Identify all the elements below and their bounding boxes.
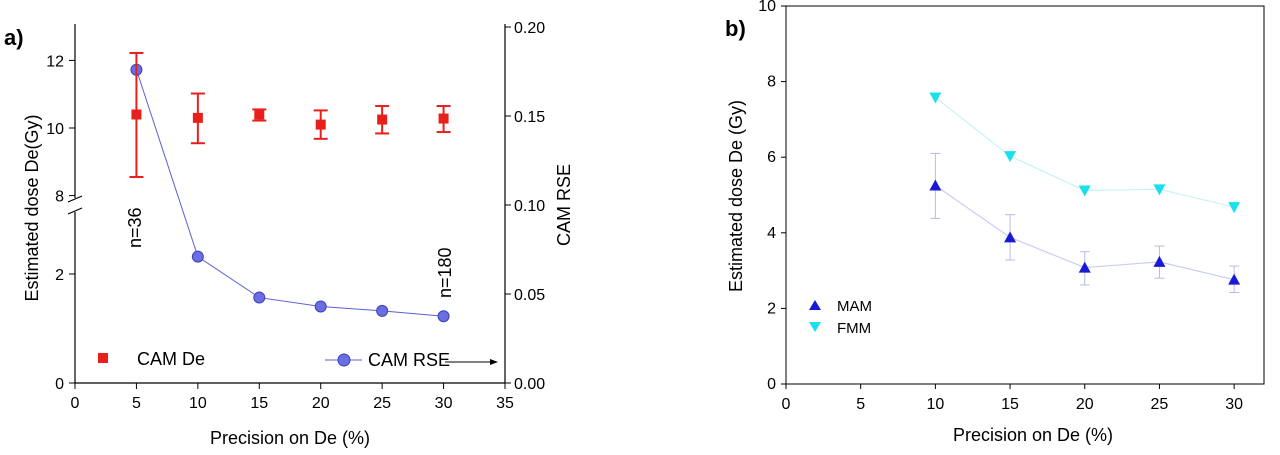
a-y-tick-label: 2 [55,267,64,284]
panel-a-ticks: 0 5 10 15 20 25 30 35 0 2 8 10 12 0.00 0.05 0.10 0.15 0.2… [46,20,545,412]
panel-a: a) 0 5 10 15 20 25 30 35 0 2 8 10 12 0.00 0.05 0.10 0.15… [4,20,574,448]
a-series-line-cam-rse [135,69,444,317]
a-point-cam-rse [191,250,204,263]
a-y-tick-label: 12 [46,53,64,70]
a-annotation-n180: n=180 [435,247,455,298]
b-point-fmm [1078,185,1091,197]
b-y-tick-label: 0 [767,376,776,393]
b-x-tick-label: 30 [1225,396,1243,413]
b-x-tick-label: 25 [1151,396,1169,413]
a-legend: CAM De CAM RSE [98,349,498,370]
b-point-mam [1228,273,1241,285]
a-legend-label-cam-rse: CAM RSE [368,350,450,370]
a-y-tick-label: 8 [55,189,64,206]
panel-a-tag: a) [4,25,24,50]
a-axis-break-mark [67,207,83,215]
b-y-tick-label: 8 [767,74,776,91]
b-y-tick-label: 10 [758,0,776,15]
b-y-tick-label: 2 [767,300,776,317]
a-y2-tick-label: 0.00 [514,376,545,393]
a-point-cam-de [315,119,326,130]
a-y-tick-label: 0 [55,376,64,393]
a-x-tick-label: 20 [312,395,330,412]
b-x-tick-label: 5 [856,396,865,413]
b-x-tick-label: 10 [926,396,944,413]
a-annotation-n36: n=36 [125,207,145,248]
a-x-tick-label: 5 [132,395,141,412]
b-legend-label-fmm: FMM [837,320,871,337]
b-legend-swatch-mam [809,300,821,310]
a-point-cam-rse [437,310,450,323]
b-point-mam [929,179,942,191]
a-x-tick-label: 15 [250,395,268,412]
a-x-tick-label: 10 [189,395,207,412]
a-legend-swatch-cam-rse [337,353,351,367]
b-x-tick-label: 0 [782,396,791,413]
a-x-tick-label: 35 [496,395,514,412]
panel-b-tag: b) [725,16,746,41]
a-y2-axis-title: CAM RSE [554,164,574,246]
a-legend-swatch-cam-de [98,353,108,363]
panel-b-marks [929,92,1241,294]
a-legend-label-cam-de: CAM De [137,349,205,369]
b-point-fmm [1228,202,1241,214]
a-y2-tick-label: 0.15 [514,109,545,126]
b-y-axis-title: Estimated dose De (Gy) [726,100,746,292]
a-point-cam-de [131,109,142,120]
b-plot-frame [785,5,1265,385]
b-x-axis-title: Precision on De (%) [953,425,1113,445]
a-x-axis-title: Precision on De (%) [210,428,370,448]
a-y2-tick-label: 0.10 [514,198,545,215]
b-legend-label-mam: MAM [837,298,872,315]
a-y2-tick-label: 0.20 [514,20,545,37]
a-y-tick-label: 10 [46,121,64,138]
a-axis-break-mark [67,195,83,203]
b-point-fmm [1004,151,1017,163]
b-point-mam [1078,261,1091,273]
b-legend-swatch-fmm [809,322,821,332]
a-point-cam-de [192,112,203,123]
a-y-axis-title: Estimated dose De(Gy) [22,114,42,301]
a-point-cam-de [254,109,265,120]
b-x-tick-label: 15 [1001,396,1019,413]
panel-a-plot [67,24,506,384]
panel-b: b) 0 5 10 15 20 25 30 0 2 4 6 8 10 Precision on De (… [725,0,1265,445]
a-point-cam-rse [314,300,327,313]
b-y-tick-label: 6 [767,149,776,166]
a-x-tick-label: 25 [373,395,391,412]
a-point-cam-rse [376,304,389,317]
panel-b-ticks: 0 5 10 15 20 25 30 0 2 4 6 8 10 [758,0,1243,413]
b-point-mam [1153,255,1166,267]
panel-a-marks [129,51,451,323]
b-point-mam [1004,231,1017,243]
b-point-fmm [929,92,942,104]
a-point-cam-rse [253,291,266,304]
b-legend: MAM FMM [809,298,872,337]
a-y2-tick-label: 0.05 [514,287,545,304]
b-x-tick-label: 20 [1076,396,1094,413]
a-point-cam-de [377,114,388,125]
a-legend-arrow-head [490,359,498,365]
a-point-cam-de [438,113,449,124]
b-y-tick-label: 4 [767,225,776,242]
a-x-tick-label: 0 [71,395,80,412]
b-point-fmm [1153,184,1166,196]
a-x-tick-label: 30 [435,395,453,412]
